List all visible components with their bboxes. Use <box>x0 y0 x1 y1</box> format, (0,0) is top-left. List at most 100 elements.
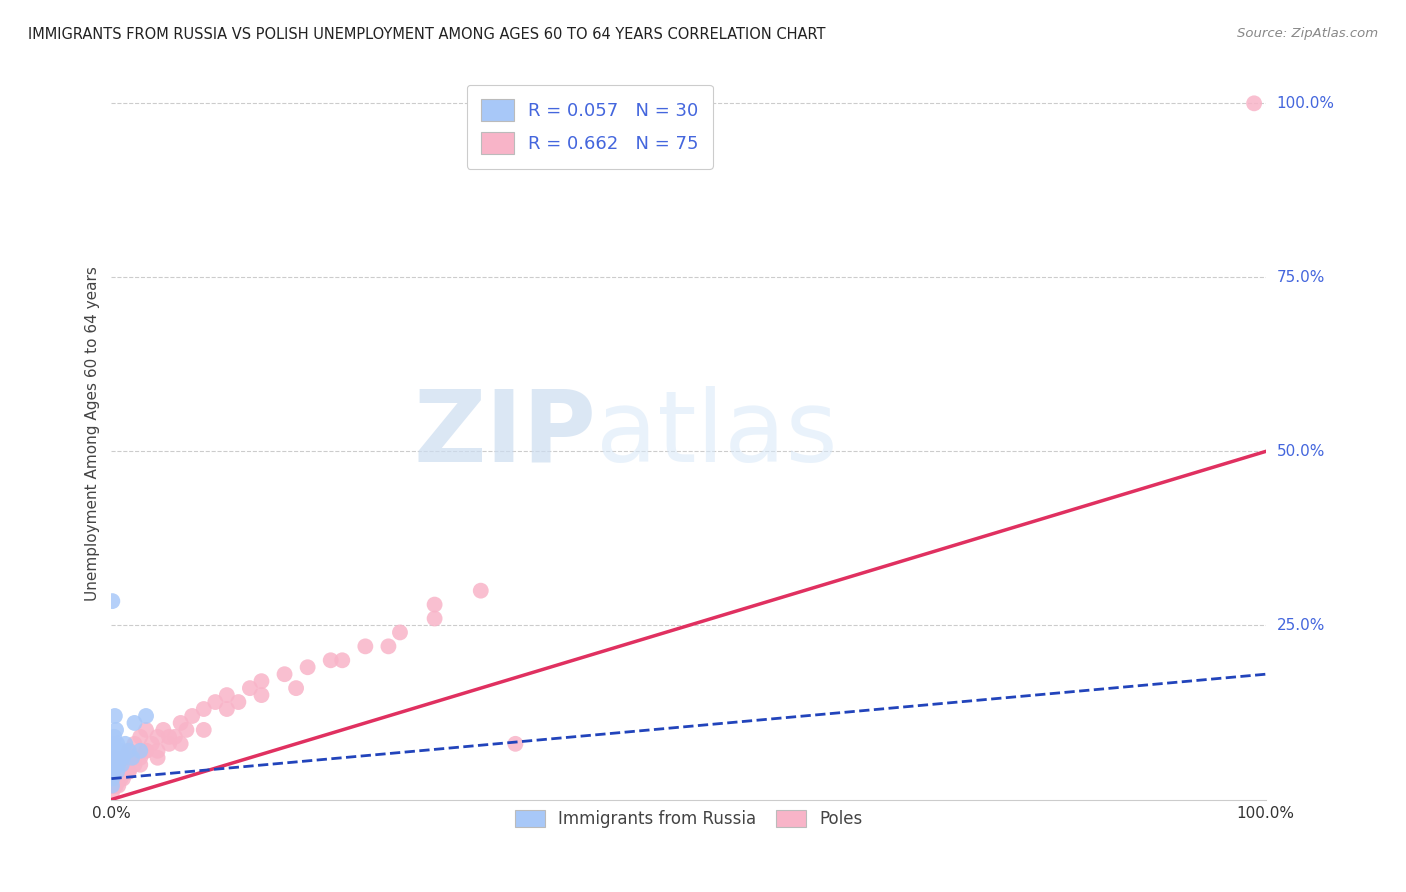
Point <box>103 757 125 772</box>
Point <box>101 764 124 779</box>
Text: 25.0%: 25.0% <box>1277 618 1324 633</box>
Point <box>423 611 446 625</box>
Point <box>104 750 127 764</box>
Point <box>118 744 141 758</box>
Point <box>104 744 127 758</box>
Point <box>103 772 125 786</box>
Point <box>330 653 353 667</box>
Point <box>101 764 124 779</box>
Point <box>118 744 141 758</box>
Point <box>121 750 143 764</box>
Point <box>505 737 527 751</box>
Point <box>101 779 124 793</box>
Point <box>285 681 308 695</box>
Point <box>114 757 136 772</box>
Point <box>104 757 127 772</box>
Point <box>193 723 215 737</box>
Point <box>105 764 128 779</box>
Point <box>114 737 136 751</box>
Point <box>103 744 125 758</box>
Point <box>124 715 146 730</box>
Text: Source: ZipAtlas.com: Source: ZipAtlas.com <box>1237 27 1378 40</box>
Point <box>111 764 134 779</box>
Point <box>114 757 136 772</box>
Text: 100.0%: 100.0% <box>1277 95 1334 111</box>
Point <box>105 750 128 764</box>
Point <box>1243 96 1265 111</box>
Point <box>273 667 295 681</box>
Point <box>111 750 134 764</box>
Point <box>176 723 198 737</box>
Point <box>193 702 215 716</box>
Point <box>204 695 226 709</box>
Point <box>169 737 191 751</box>
Point <box>105 723 128 737</box>
Legend: Immigrants from Russia, Poles: Immigrants from Russia, Poles <box>508 804 869 835</box>
Point <box>146 750 169 764</box>
Point <box>105 764 128 779</box>
Text: ZIP: ZIP <box>413 385 596 483</box>
Point <box>101 750 124 764</box>
Point <box>121 750 143 764</box>
Point <box>101 786 124 800</box>
Point <box>124 750 146 764</box>
Point <box>250 674 273 689</box>
Point <box>104 709 127 723</box>
Point <box>111 757 134 772</box>
Point <box>103 730 125 744</box>
Point <box>105 772 128 786</box>
Point <box>157 737 180 751</box>
Text: atlas: atlas <box>596 385 838 483</box>
Point <box>105 779 128 793</box>
Point <box>228 695 250 709</box>
Point <box>101 772 124 786</box>
Point <box>135 709 157 723</box>
Text: IMMIGRANTS FROM RUSSIA VS POLISH UNEMPLOYMENT AMONG AGES 60 TO 64 YEARS CORRELAT: IMMIGRANTS FROM RUSSIA VS POLISH UNEMPLO… <box>28 27 825 42</box>
Point <box>354 640 377 654</box>
Point <box>135 744 157 758</box>
Point <box>110 744 132 758</box>
Point <box>103 757 125 772</box>
Point <box>101 779 124 793</box>
Point <box>124 737 146 751</box>
Point <box>105 764 128 779</box>
Point <box>105 737 128 751</box>
Point <box>135 744 157 758</box>
Point <box>215 688 238 702</box>
Point <box>101 779 124 793</box>
Point <box>111 750 134 764</box>
Point <box>157 730 180 744</box>
Point <box>108 764 131 779</box>
Point <box>103 779 125 793</box>
Point <box>250 688 273 702</box>
Point <box>146 730 169 744</box>
Point <box>101 594 124 608</box>
Point <box>108 750 131 764</box>
Point <box>101 737 124 751</box>
Point <box>377 640 399 654</box>
Point <box>107 757 129 772</box>
Point <box>423 598 446 612</box>
Point <box>103 750 125 764</box>
Point <box>107 779 129 793</box>
Point <box>129 750 152 764</box>
Text: 75.0%: 75.0% <box>1277 270 1324 285</box>
Point <box>129 744 152 758</box>
Point <box>101 764 124 779</box>
Point <box>110 772 132 786</box>
Point <box>319 653 342 667</box>
Y-axis label: Unemployment Among Ages 60 to 64 years: Unemployment Among Ages 60 to 64 years <box>86 267 100 601</box>
Point <box>388 625 411 640</box>
Point <box>104 779 127 793</box>
Point <box>163 730 186 744</box>
Point <box>104 772 127 786</box>
Point <box>118 764 141 779</box>
Point <box>111 757 134 772</box>
Point <box>215 702 238 716</box>
Point <box>111 772 134 786</box>
Point <box>152 723 174 737</box>
Point <box>146 744 169 758</box>
Point <box>129 757 152 772</box>
Point <box>141 737 163 751</box>
Point <box>135 723 157 737</box>
